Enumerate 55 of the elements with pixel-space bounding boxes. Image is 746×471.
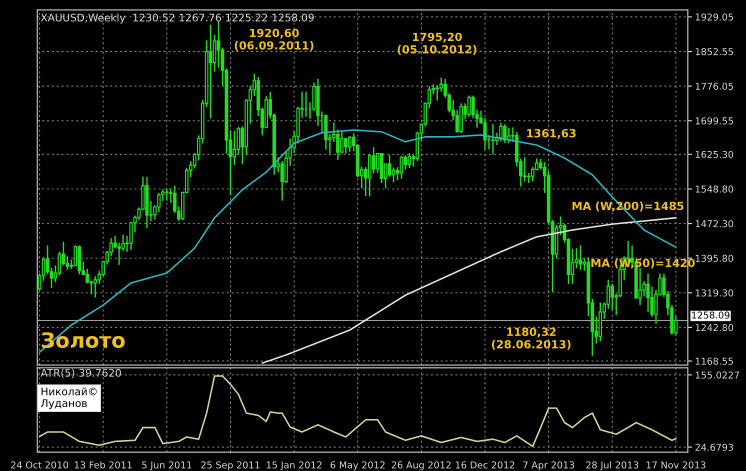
y-tick-label: 1852.55 bbox=[696, 48, 733, 56]
x-tick-label: 17 Nov 2013 bbox=[646, 461, 706, 468]
x-tick-label: 13 Feb 2011 bbox=[74, 461, 132, 468]
y-tick-label: 24.6793 bbox=[695, 444, 734, 451]
annotation: 1920,60 (06.09.2011) bbox=[234, 28, 314, 51]
y-tick-label: 1319.30 bbox=[696, 289, 734, 297]
y-tick-label: 1242.80 bbox=[696, 324, 734, 332]
candlestick bbox=[208, 24, 212, 119]
candlestick bbox=[499, 122, 503, 142]
x-tick-label: 16 Dec 2012 bbox=[456, 461, 514, 468]
candlestick bbox=[340, 130, 344, 154]
candlestick bbox=[408, 152, 412, 169]
x-tick-label: 6 May 2012 bbox=[330, 461, 385, 470]
candlestick bbox=[404, 154, 408, 170]
y-tick-label: 1776.05 bbox=[696, 82, 733, 90]
candlestick bbox=[578, 244, 582, 271]
x-tick-label: 7 Apr 2013 bbox=[523, 461, 574, 470]
chart-title: ATR(5) 39.7620 bbox=[40, 368, 121, 378]
x-tick-label: 26 Aug 2012 bbox=[392, 461, 451, 470]
y-tick-label: 1929.05 bbox=[696, 13, 733, 21]
y-tick-label: 155.0227 bbox=[696, 371, 740, 379]
candlestick bbox=[491, 123, 495, 156]
candlestick bbox=[165, 188, 169, 202]
candlestick bbox=[280, 160, 284, 202]
candlestick bbox=[392, 166, 396, 183]
candlestick bbox=[650, 286, 654, 318]
x-tick-label: 28 Jul 2013 bbox=[586, 461, 638, 470]
candlestick bbox=[348, 135, 352, 152]
y-tick-label: 1472.30 bbox=[696, 220, 734, 228]
candlestick bbox=[523, 156, 527, 182]
candlestick bbox=[400, 155, 404, 180]
annotation: 1180,32 (28.06.2013) bbox=[492, 328, 571, 350]
y-tick-label: 1699.55 bbox=[696, 117, 733, 124]
x-tick-label: 5 Jun 2011 bbox=[142, 461, 192, 470]
x-tick-label: 25 Sep 2011 bbox=[201, 461, 260, 470]
chart-title: XAUUSD,Weekly 1230.52 1267.76 1225.22 1258.09 bbox=[40, 13, 314, 24]
y-tick-label: 1395.80 bbox=[696, 254, 734, 262]
candlestick bbox=[344, 137, 348, 154]
candlestick bbox=[467, 94, 471, 118]
x-tick-label: 15 Jan 2012 bbox=[266, 461, 322, 470]
candlestick bbox=[232, 130, 236, 166]
candlestick bbox=[324, 114, 328, 150]
ref-line-label: 1258.09 bbox=[692, 312, 730, 319]
candlestick bbox=[483, 117, 487, 150]
annotation: 1795,20 (05.10.2012) bbox=[398, 32, 476, 55]
x-tick-label: 24 Oct 2010 bbox=[11, 461, 68, 468]
y-tick-label: 1625.30 bbox=[696, 150, 734, 158]
candlestick bbox=[372, 146, 376, 174]
annotation: Николай© Луданов bbox=[40, 387, 97, 410]
candlestick bbox=[646, 272, 650, 313]
y-tick-label: 1548.80 bbox=[696, 186, 734, 193]
annotation: 1361,63 bbox=[527, 129, 576, 139]
candlestick bbox=[78, 244, 82, 276]
candlestick bbox=[503, 123, 507, 144]
y-tick-label: 1168.55 bbox=[696, 358, 733, 365]
